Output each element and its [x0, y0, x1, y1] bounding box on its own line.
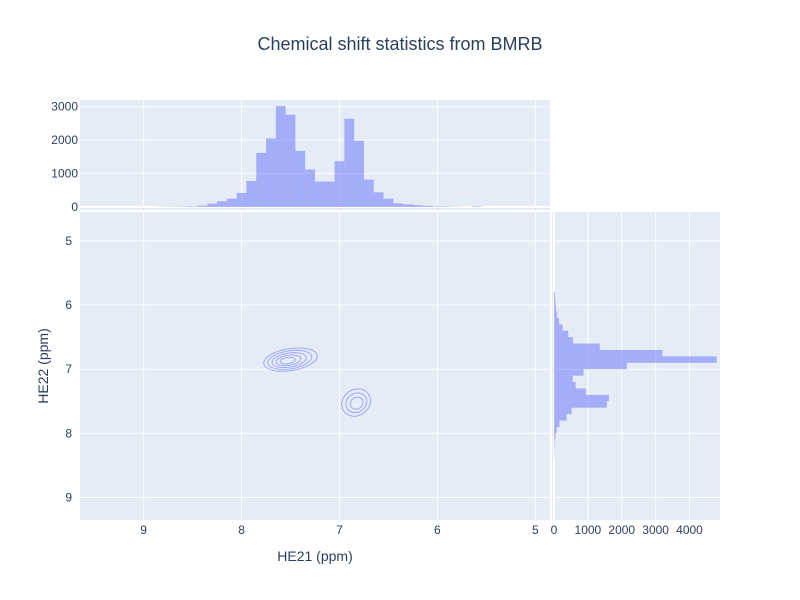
x-tick-label: 9	[140, 523, 147, 537]
right-count-tick-label: 3000	[642, 523, 669, 537]
histogram-bar	[334, 161, 345, 207]
histogram-bar	[197, 205, 208, 207]
histogram-bar	[207, 203, 218, 207]
contour-level-line	[279, 356, 296, 365]
histogram-bar	[285, 114, 296, 207]
top-count-tick-label: 1000	[51, 167, 78, 181]
histogram-bar	[363, 179, 374, 207]
histogram-bar	[177, 206, 188, 207]
histogram-bar	[226, 198, 237, 207]
histogram-bar	[412, 205, 423, 207]
histogram-bar	[554, 330, 569, 338]
contour-level-line	[345, 392, 368, 414]
x-axis-label: HE21 (ppm)	[277, 548, 352, 564]
histogram-bar	[554, 382, 576, 389]
chart-title: Chemical shift statistics from BMRB	[257, 34, 542, 54]
y-tick-label: 8	[65, 426, 72, 440]
x-tick-label: 5	[532, 523, 539, 537]
contour-level-line	[341, 388, 371, 417]
histogram-bar	[324, 181, 335, 207]
histogram-bar	[295, 150, 306, 207]
histogram-bar	[422, 205, 433, 207]
y-axis-label: HE22 (ppm)	[35, 328, 51, 403]
histogram-bar	[554, 407, 572, 415]
histogram-bar	[432, 206, 443, 207]
histogram-bar	[383, 198, 394, 207]
contour-level-line	[267, 349, 313, 370]
histogram-bar	[554, 420, 560, 427]
histogram-bar	[554, 349, 663, 357]
histogram-bar	[554, 305, 557, 312]
contour-lines	[263, 347, 371, 417]
histogram-bar	[554, 388, 586, 395]
histogram-bar	[354, 140, 364, 207]
tick-labels: 9 8 7 6 5 5 6 7 8 9 0 1000 2000 3000 0 1000 2000 3000 4000	[51, 100, 703, 537]
histogram-bar	[442, 206, 453, 207]
histogram-bar	[554, 375, 573, 383]
histogram-bar	[554, 317, 560, 325]
top-count-tick-label: 3000	[51, 100, 78, 114]
right-count-tick-label: 4000	[676, 523, 703, 537]
histogram-bar	[403, 204, 413, 207]
histogram-bar	[554, 356, 717, 363]
histogram-bar	[236, 192, 247, 207]
histogram-bar	[554, 311, 558, 318]
right-count-tick-label: 0	[551, 523, 558, 537]
histogram-bar	[554, 292, 556, 299]
x-tick-label: 6	[434, 523, 441, 537]
contour-level-line	[263, 347, 318, 372]
histogram-bar	[266, 138, 276, 207]
histogram-bar	[217, 201, 227, 207]
histogram-bar	[554, 337, 573, 344]
histogram-bar	[256, 152, 267, 207]
histogram-bar	[554, 426, 557, 434]
x-tick-label: 8	[238, 523, 245, 537]
y-tick-label: 9	[65, 491, 72, 505]
histogram-bar	[246, 180, 257, 207]
histogram-bar	[554, 324, 563, 331]
histogram-bar	[393, 203, 404, 207]
contour-level-line	[275, 354, 302, 367]
y-tick-label: 6	[65, 298, 72, 312]
histogram-bar	[315, 181, 325, 207]
histogram-bar	[554, 298, 556, 306]
histogram-bar	[471, 206, 482, 207]
contour-level-line	[349, 396, 364, 410]
histogram-bar	[554, 369, 584, 376]
histogram-bar	[554, 343, 600, 350]
top-count-tick-label: 0	[71, 200, 78, 214]
x-tick-label: 7	[336, 523, 343, 537]
histogram-bar	[554, 362, 627, 370]
histogram-bar	[554, 439, 555, 447]
y-tick-label: 5	[65, 234, 72, 248]
histogram-bar	[554, 433, 556, 440]
top-count-tick-label: 2000	[51, 133, 78, 147]
contour-level-line	[271, 352, 307, 369]
right-count-tick-label: 2000	[608, 523, 635, 537]
right-count-tick-label: 1000	[575, 523, 602, 537]
y-tick-label: 7	[65, 362, 72, 376]
histogram-bar	[187, 206, 198, 207]
histogram-bar	[554, 394, 609, 402]
histogram-bar	[305, 169, 315, 207]
contour-panel	[80, 212, 550, 520]
histogram-bar	[275, 106, 286, 207]
histogram-bar	[554, 401, 607, 408]
histogram-bar	[344, 118, 355, 207]
right-histogram-bars	[554, 292, 717, 460]
top-histogram-bars	[158, 106, 482, 207]
histogram-bar	[373, 192, 384, 207]
histogram-bar	[554, 414, 567, 421]
